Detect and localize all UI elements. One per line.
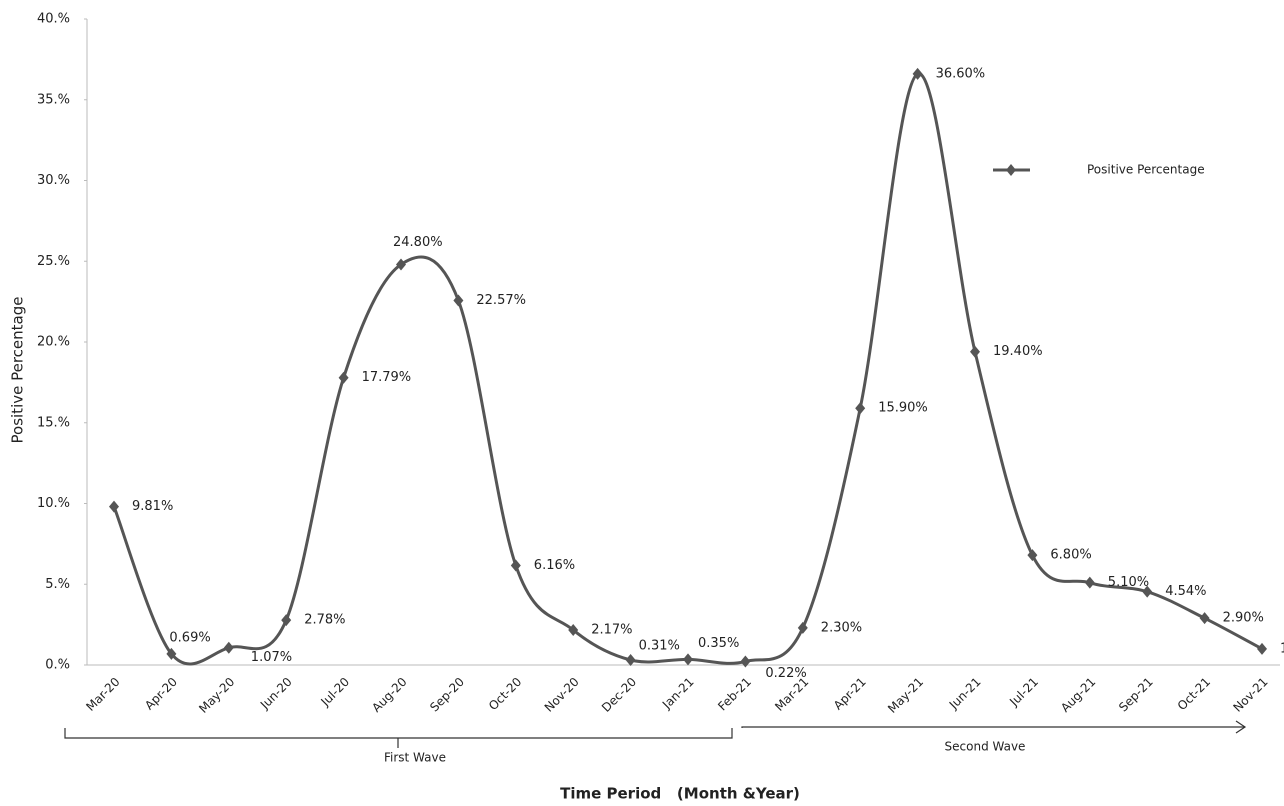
legend-label: Positive Percentage (1087, 163, 1205, 177)
y-tick-label: 0.% (45, 658, 70, 673)
arrow-head (1235, 720, 1247, 734)
marker (1257, 642, 1267, 655)
marker (625, 653, 636, 666)
x-tick-label: May-21 (885, 675, 926, 716)
x-tick-label: Sep-21 (1116, 675, 1156, 715)
y-tick-label: 5.% (45, 577, 70, 592)
annotation: Second Wave (945, 740, 1026, 754)
x-tick-label: Mar-20 (83, 675, 122, 714)
marker (740, 655, 751, 668)
marker (223, 641, 234, 654)
data-label: 6.16% (534, 558, 575, 573)
data-label: 0.69% (169, 630, 210, 645)
second-wave-arrow (741, 726, 1245, 728)
first-wave-bracket (64, 728, 733, 739)
marker (338, 371, 349, 384)
data-label: 0.35% (698, 636, 739, 651)
marker (1027, 549, 1038, 562)
x-axis-label: Time Period (Month &Year) (560, 785, 800, 803)
x-tick-label: Aug-21 (1058, 675, 1098, 715)
marker (683, 653, 693, 666)
data-label: 19.40% (993, 344, 1043, 359)
x-tick-label: Apr-21 (831, 675, 869, 713)
data-label: 1.07% (251, 650, 292, 665)
series-line (112, 72, 1263, 666)
data-label: 4.54% (1165, 584, 1206, 599)
marker (568, 623, 579, 636)
data-label: 15.90% (878, 401, 928, 416)
data-label: 1.00% (1280, 641, 1284, 656)
wave-brackets (64, 720, 1247, 748)
x-tick-label: Oct-20 (486, 675, 524, 713)
marker (1199, 612, 1210, 625)
y-tick-label: 40.% (37, 12, 70, 27)
marker (281, 614, 292, 627)
marker (970, 345, 980, 358)
marker (453, 294, 464, 307)
x-tick-label: Aug-20 (369, 675, 409, 715)
x-tick-label: Jun-21 (946, 675, 984, 713)
data-label: 2.17% (591, 622, 632, 637)
marker (109, 500, 119, 513)
data-label: 24.80% (393, 235, 443, 250)
x-tick-label: May-20 (196, 675, 237, 716)
marker (1142, 585, 1153, 598)
y-tick-label: 30.% (37, 173, 70, 188)
data-label: 2.78% (304, 613, 345, 628)
marker (510, 559, 521, 572)
x-tick-label: Jun-20 (257, 675, 295, 713)
x-tick-label: Nov-21 (1231, 675, 1271, 715)
data-label: 22.57% (476, 293, 526, 308)
data-label: 2.30% (821, 620, 862, 635)
data-label: 36.60% (936, 66, 986, 81)
data-label: 2.90% (1223, 611, 1264, 626)
x-tick-label: Dec-20 (599, 675, 639, 715)
y-axis-label: Positive Percentage (9, 297, 27, 444)
y-tick-label: 25.% (37, 254, 70, 269)
marker (855, 402, 866, 415)
x-tick-label: Apr-20 (142, 675, 180, 713)
marker (1084, 576, 1095, 589)
data-label: 0.22% (765, 666, 806, 681)
marker (166, 647, 177, 660)
data-label: 5.10% (1108, 575, 1149, 590)
y-tick-label: 10.% (37, 496, 70, 511)
y-tick-label: 20.% (37, 335, 70, 350)
x-tick-label: Sep-20 (427, 675, 467, 715)
x-tick-label: Feb-21 (715, 675, 754, 714)
data-label: 6.80% (1050, 548, 1091, 563)
marker (912, 67, 923, 80)
x-tick-label: Jan-21 (659, 675, 697, 713)
marker (797, 621, 808, 634)
annotation: First Wave (384, 751, 446, 765)
y-tick-label: 35.% (37, 92, 70, 107)
marker (396, 258, 406, 271)
x-tick-label: Nov-20 (542, 675, 582, 715)
x-tick-label: Jul-21 (1006, 675, 1041, 710)
legend-marker (1006, 164, 1016, 176)
x-tick-label: Jul-20 (317, 675, 352, 710)
data-label: 17.79% (362, 370, 412, 385)
x-tick-label: Oct-21 (1175, 675, 1213, 713)
data-label: 9.81% (132, 499, 173, 514)
data-label: 0.31% (639, 638, 680, 653)
y-tick-label: 15.% (37, 415, 70, 430)
